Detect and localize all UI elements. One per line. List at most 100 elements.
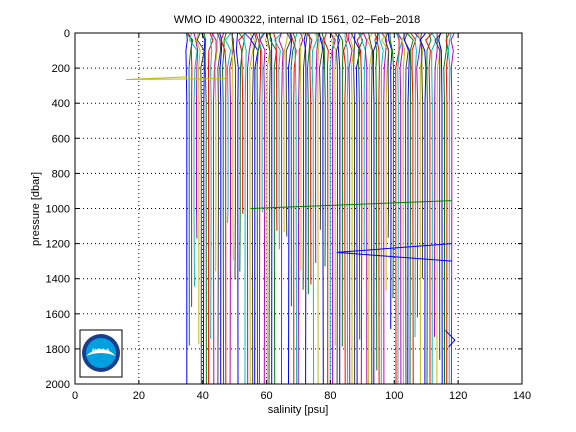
profile-line (238, 32, 247, 214)
profile-line (389, 32, 395, 299)
y-tick-label: 1200 (46, 239, 70, 251)
profile-line (372, 33, 379, 385)
profile-line (410, 32, 417, 385)
profile-line (356, 32, 364, 384)
profile-line (317, 32, 323, 230)
profile-line (231, 32, 237, 280)
profile-line (353, 32, 361, 385)
profile-line (285, 32, 292, 237)
y-tick-label: 1600 (46, 309, 70, 321)
x-tick-label: 0 (72, 390, 78, 402)
x-tick-label: 40 (197, 390, 209, 402)
y-tick-labels: 0 200 400 600 800 1000 1200 1400 1600 1800 2000 (46, 28, 70, 391)
profile-line (196, 32, 205, 384)
profile-line (374, 32, 380, 385)
profile-line (395, 32, 400, 385)
profile-line (329, 32, 335, 384)
profile-line (273, 32, 278, 231)
profile-line (374, 32, 380, 371)
axis-ticks (74, 32, 523, 385)
profile-line (445, 32, 450, 385)
x-tick-label: 100 (385, 390, 403, 402)
y-tick-label: 2000 (46, 379, 70, 391)
profile-line (381, 32, 389, 291)
x-tick-label: 140 (513, 390, 531, 402)
profile-line (403, 32, 411, 385)
profile-line (359, 32, 367, 253)
profile-line (273, 32, 283, 250)
chart-title: WMO ID 4900322, internal ID 1561, 02−Feb… (174, 14, 420, 26)
profile-line (229, 32, 235, 385)
profile-line (447, 32, 452, 385)
profile-line (426, 32, 432, 385)
profile-line (268, 32, 273, 385)
profile-line (211, 32, 217, 385)
profile-line (414, 32, 419, 338)
profile-line (243, 32, 247, 385)
profile-line (434, 32, 438, 337)
profile-line (185, 32, 188, 384)
profile-line (334, 32, 341, 385)
profile-line (378, 32, 384, 384)
profile-line (350, 32, 355, 385)
profile-line (419, 32, 427, 385)
profile-line (297, 32, 304, 385)
profile-line (302, 32, 308, 290)
profile-line (269, 32, 277, 385)
profile-line (450, 32, 455, 385)
profile-line (338, 32, 344, 347)
profile-line (343, 32, 348, 385)
profile-line (311, 32, 318, 385)
noaa-logo-text: NOAA (92, 349, 110, 355)
profile-line (318, 32, 325, 385)
profile-line (347, 32, 353, 385)
x-tick-label: 60 (260, 390, 272, 402)
profile-line (203, 32, 207, 385)
profile-line (278, 32, 284, 385)
profile-line (438, 32, 443, 385)
profile-line (185, 32, 194, 346)
noaa-logo: NOAA (79, 329, 123, 378)
profile-line (344, 32, 349, 385)
profile-line (207, 32, 214, 384)
profile-line (195, 32, 201, 345)
profile-line (259, 32, 266, 385)
profile-line (306, 32, 313, 285)
y-tick-label: 1800 (46, 344, 70, 356)
profile-line (384, 32, 390, 238)
profile-line (330, 32, 339, 346)
profile-line (266, 32, 271, 385)
y-tick-label: 1000 (46, 204, 70, 216)
profile-line (387, 32, 393, 330)
profile-line (330, 32, 336, 384)
profile-line (287, 32, 293, 385)
x-axis-label: salinity [psu] (268, 404, 329, 416)
profile-line (368, 32, 374, 385)
profile-line (381, 32, 388, 385)
profile-line (434, 32, 442, 360)
anomaly-lines (126, 76, 456, 348)
y-tick-label: 400 (52, 98, 70, 110)
y-tick-label: 200 (52, 63, 70, 75)
profile-line (201, 32, 206, 385)
profile-line (337, 32, 341, 385)
y-tick-label: 600 (52, 133, 70, 145)
profile-line (315, 32, 319, 263)
profile-line (193, 32, 199, 239)
anomaly-spike-1 (126, 76, 226, 80)
y-tick-label: 0 (64, 28, 70, 40)
profile-line (294, 32, 298, 385)
profile-line (187, 32, 193, 307)
x-tick-labels: 0 20 40 60 80 100 120 140 (72, 390, 531, 402)
profile-line (362, 32, 368, 385)
profile-line (230, 32, 234, 261)
profile-line (406, 32, 414, 385)
profile-line (298, 32, 305, 271)
profile-line (418, 32, 424, 385)
profile-line (264, 32, 271, 385)
profile-line (425, 32, 433, 385)
y-tick-label: 800 (52, 168, 70, 180)
y-axis-label: pressure [dbar] (30, 172, 42, 246)
x-tick-label: 80 (324, 390, 336, 402)
